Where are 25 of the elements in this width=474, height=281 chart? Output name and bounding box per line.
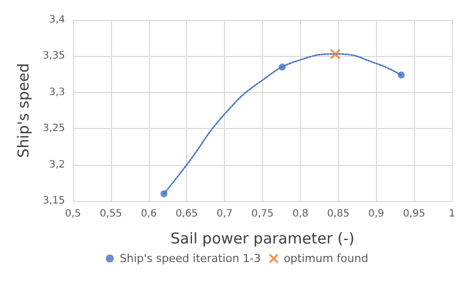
y-tick-label: 3,25 (42, 123, 65, 134)
y-tick-label: 3,3 (49, 86, 65, 98)
y-tick-label: 3,4 (49, 14, 65, 26)
y-tick-label: 3,2 (49, 159, 65, 170)
x-axis-title: Sail power parameter (-) (170, 230, 355, 248)
x-tick-label: 1 (448, 208, 456, 220)
y-axis-title: Ship's speed (14, 63, 32, 158)
point (278, 64, 286, 71)
y-tick-label: 3,15 (42, 196, 65, 206)
x-tick-label: 0,95 (402, 208, 426, 220)
x-tick-label: 0,7 (216, 208, 233, 220)
x-tick-label: 0,9 (368, 208, 384, 220)
x-tick-label: 0,75 (251, 208, 274, 220)
legend-label: Ship's speed iteration 1-3 (120, 252, 261, 265)
point (398, 72, 405, 79)
point (160, 190, 168, 198)
x-tick-label: 0,6 (140, 208, 157, 220)
x-tick-label: 0,8 (292, 208, 308, 220)
x-tick-label: 0,85 (327, 208, 350, 220)
y-tick-label: 3,35 (42, 50, 65, 62)
x-tick-label: 0,65 (176, 208, 198, 220)
x-tick-label: 0,55 (100, 208, 122, 220)
legend-label: optimum found (284, 252, 368, 265)
x-tick-label: 0,5 (65, 208, 81, 220)
point (330, 48, 341, 60)
